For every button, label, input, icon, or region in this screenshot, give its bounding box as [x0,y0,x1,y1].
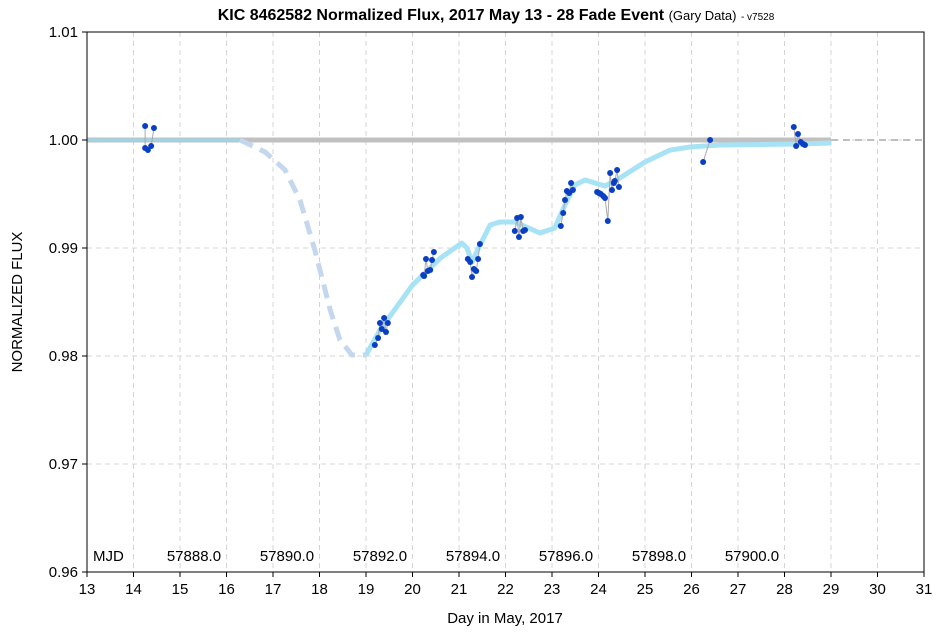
x-tick-label: 16 [218,581,235,598]
data-point [602,194,609,201]
data-point [568,179,575,186]
mjd-tick-label: 57898.0 [632,548,686,565]
data-point [569,187,576,194]
y-tick-label: 0.99 [49,240,78,257]
data-point [615,183,622,190]
y-tick-label: 0.97 [49,456,78,473]
data-point [384,319,391,326]
data-point [148,143,155,150]
x-tick-label: 15 [172,581,189,598]
data-point [607,170,614,177]
data-point [142,122,149,129]
data-point [475,256,482,263]
title-note: (Gary Data) [669,8,737,23]
data-point [469,274,476,281]
data-point [476,241,483,248]
x-tick-label: 25 [637,581,654,598]
data-point [382,329,389,336]
data-connector [518,216,522,238]
mjd-tick-label: 57896.0 [539,548,593,565]
data-point [793,143,800,150]
data-point [427,267,434,274]
data-point [611,178,618,185]
data-point [473,268,480,275]
data-point [794,130,801,137]
data-point [604,218,611,224]
x-tick-label: 24 [590,581,607,598]
x-axis-label: Day in May, 2017 [447,610,563,627]
data-point [371,341,378,348]
y-tick-label: 0.96 [49,564,78,581]
data-point [381,314,388,321]
data-point [522,226,529,233]
data-point [790,124,797,131]
y-axis-label: NORMALIZED FLUX [9,232,26,373]
x-tick-label: 20 [404,581,421,598]
data-point [614,167,621,174]
x-tick-label: 27 [730,581,747,598]
data-point [422,256,429,263]
data-connector [516,217,520,238]
data-connector [793,126,797,147]
data-point [700,159,707,166]
data-point [421,272,428,279]
x-tick-label: 14 [125,581,142,598]
x-tick-label: 17 [265,581,282,598]
data-point [429,256,436,263]
y-tick-label: 0.98 [49,348,78,365]
x-tick-label: 30 [869,581,886,598]
x-tick-label: 19 [358,581,375,598]
x-tick-label: 18 [311,581,328,598]
data-point [707,137,714,143]
y-tick-label: 1.01 [49,24,78,41]
data-point [375,334,382,341]
data-point [801,141,808,148]
data-point [144,147,151,154]
ticks: 13 14 15 16 17 18 19 20 21 22 23 24 25 26 27 28 29 30 31 0.… [49,24,933,598]
data-connector [607,173,611,222]
data-point [150,125,157,132]
grid [87,32,924,572]
data-point [511,228,518,235]
x-tick-label: 23 [544,581,561,598]
x-tick-label: 26 [683,581,700,598]
data-point [608,187,615,194]
data-connector [702,139,711,163]
x-tick-label: 13 [79,581,96,598]
data-point [430,248,437,255]
data-point [376,319,383,326]
data-point [560,210,567,217]
data-connector [150,127,155,147]
mjd-tick-label: 57890.0 [260,548,314,565]
x-tick-label: 21 [451,581,468,598]
data-point [467,259,474,266]
y-tick-label: 1.00 [49,132,78,149]
data-point [378,326,385,332]
mjd-label: MJD [93,548,124,565]
data-point [515,233,522,240]
model-dashed-line [238,137,366,358]
mjd-tick-label: 57888.0 [167,548,221,565]
data-connector [604,197,609,222]
mjd-tick-label: 57894.0 [446,548,500,565]
chart-title: KIC 8462582 Normalized Flux, 2017 May 13… [218,7,775,24]
x-tick-label: 31 [916,581,933,598]
model-line [363,140,832,357]
series-layer [87,122,924,358]
mjd-tick-label: 57892.0 [353,548,407,565]
data-point [557,222,564,229]
data-point [562,197,569,204]
x-tick-label: 22 [497,581,514,598]
x-tick-label: 28 [776,581,793,598]
data-point [517,214,524,221]
mjd-tick-label: 57900.0 [725,548,779,565]
version-label: - v7528 [741,12,775,23]
x-tick-label: 29 [823,581,840,598]
